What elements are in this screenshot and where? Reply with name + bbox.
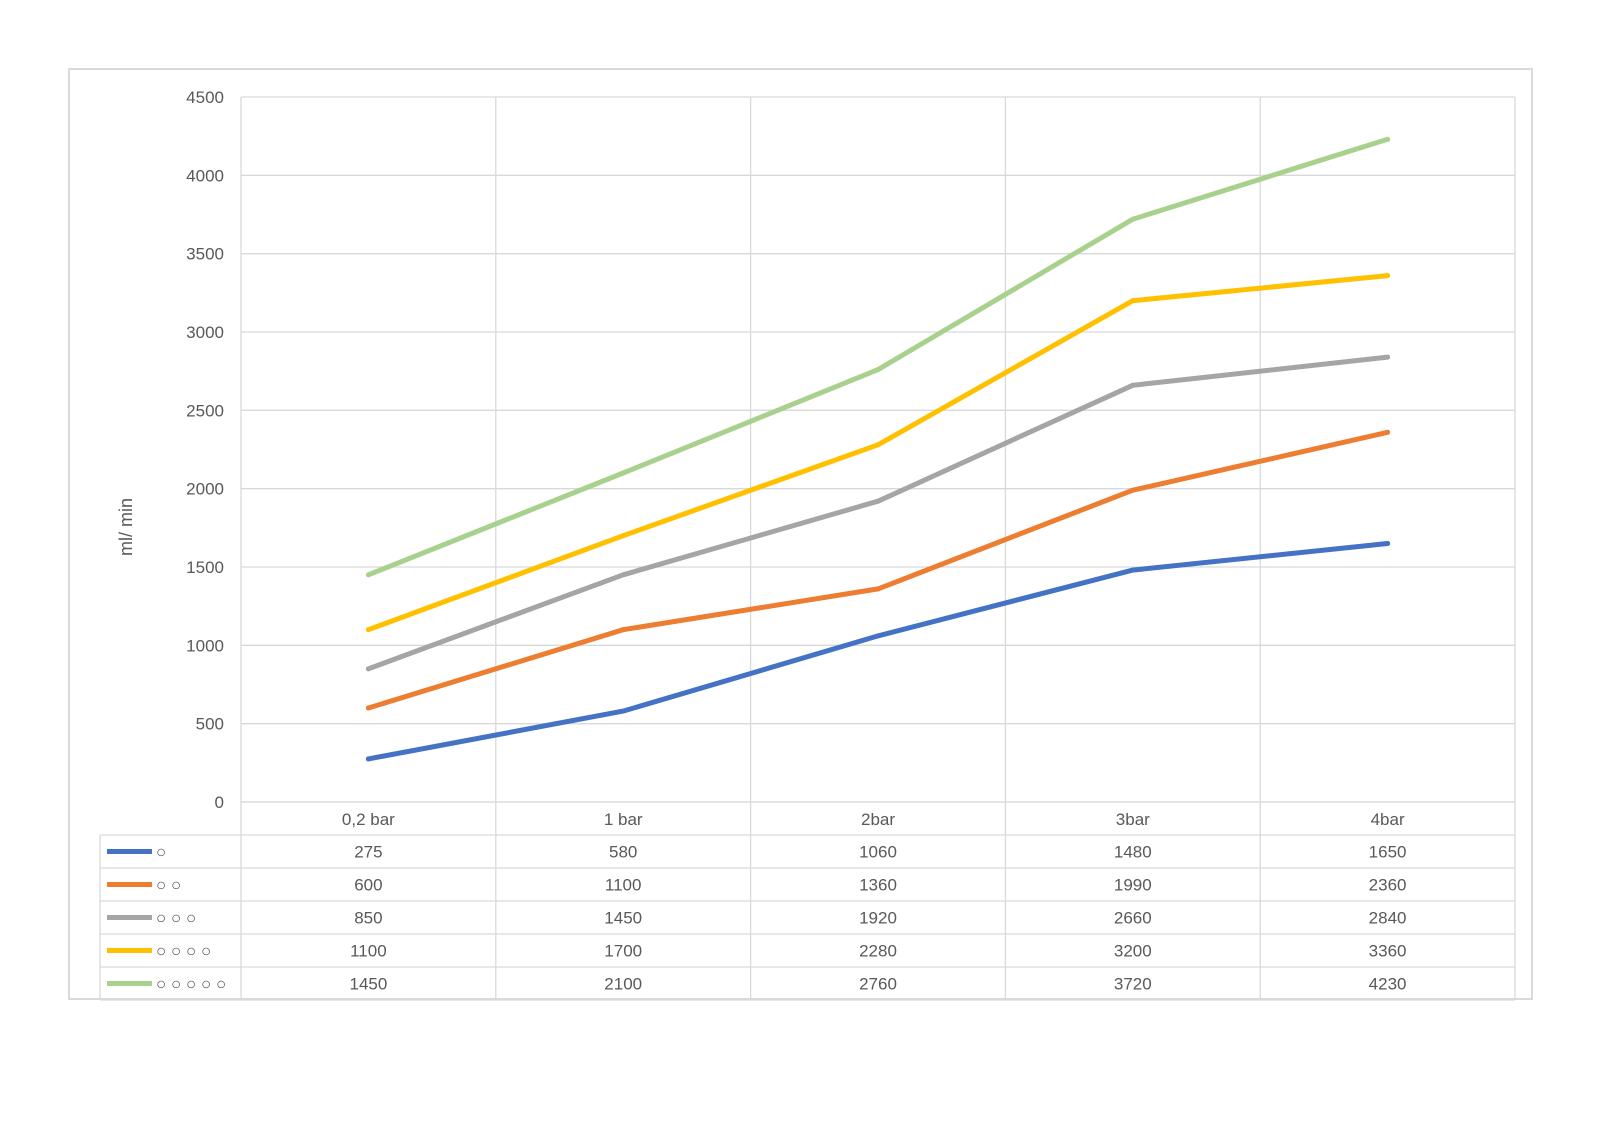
data-point bbox=[1130, 216, 1136, 222]
table-cell-value: 275 bbox=[354, 843, 382, 862]
data-point bbox=[875, 498, 881, 504]
data-point bbox=[1385, 136, 1391, 142]
data-point bbox=[1130, 487, 1136, 493]
y-tick-label: 2000 bbox=[186, 480, 224, 499]
data-table bbox=[99, 801, 1515, 1001]
category-label: 3bar bbox=[1116, 810, 1150, 829]
table-cell-value: 1650 bbox=[1369, 843, 1407, 862]
table-cell-value: 2760 bbox=[859, 975, 897, 994]
table-cell-value: 2660 bbox=[1114, 909, 1152, 928]
data-point bbox=[620, 470, 626, 476]
data-point bbox=[620, 708, 626, 714]
table-cell-value: 3360 bbox=[1369, 942, 1407, 961]
table-cell-value: 1100 bbox=[350, 942, 387, 961]
data-point bbox=[620, 533, 626, 539]
data-point bbox=[620, 572, 626, 578]
series-line bbox=[365, 136, 1391, 578]
y-tick-label: 4000 bbox=[186, 166, 224, 185]
series-line bbox=[365, 273, 1391, 633]
table-cell-value: 580 bbox=[609, 843, 637, 862]
data-point bbox=[875, 633, 881, 639]
table-cell-value: 3200 bbox=[1114, 942, 1152, 961]
data-point bbox=[365, 627, 371, 633]
y-tick-label: 1000 bbox=[186, 636, 224, 655]
table-cell-value: 4230 bbox=[1369, 975, 1407, 994]
y-tick-label: 2500 bbox=[186, 401, 224, 420]
table-cell-value: 2360 bbox=[1369, 876, 1407, 895]
legend-series-name: ○ ○ ○ ○ ○ bbox=[156, 975, 226, 994]
legend-series-name: ○ ○ ○ bbox=[156, 909, 196, 928]
y-tick-label: 4500 bbox=[186, 88, 224, 107]
legend-series-name: ○ ○ ○ ○ bbox=[156, 942, 211, 961]
table-cell-value: 600 bbox=[354, 876, 382, 895]
table-cell-value: 1360 bbox=[859, 876, 897, 895]
data-point bbox=[1385, 541, 1391, 546]
table-cell-value: 1700 bbox=[604, 942, 642, 961]
data-point bbox=[1385, 354, 1391, 360]
y-tick-label: 500 bbox=[196, 715, 224, 734]
data-point bbox=[1130, 298, 1136, 304]
y-axis-title: ml/ min bbox=[116, 498, 136, 556]
table-cell-value: 850 bbox=[354, 909, 382, 928]
data-point bbox=[1130, 567, 1136, 573]
data-point bbox=[1130, 382, 1136, 388]
y-tick-label: 1500 bbox=[186, 558, 224, 577]
data-point bbox=[365, 705, 371, 711]
series-lines bbox=[365, 136, 1391, 762]
table-cell-value: 2840 bbox=[1369, 909, 1407, 928]
table-cell-value: 2100 bbox=[604, 975, 642, 994]
data-point bbox=[620, 627, 626, 633]
table-cell-value: 1920 bbox=[859, 909, 897, 928]
table-cell-value: 1450 bbox=[604, 909, 642, 928]
category-label: 4bar bbox=[1371, 810, 1405, 829]
table-cell-value: 1060 bbox=[859, 843, 897, 862]
data-point bbox=[365, 572, 371, 578]
series-line bbox=[365, 429, 1391, 711]
legend-series-name: ○ ○ bbox=[156, 876, 181, 895]
table-cell-value: 1100 bbox=[605, 876, 642, 895]
table-cell-value: 1480 bbox=[1114, 843, 1152, 862]
table-cell-value: 3720 bbox=[1114, 975, 1152, 994]
labels: 0 500 1000 1500 2000 2500 3000 3500 4000 4500 0,2 … bbox=[156, 88, 1407, 994]
table-cell-value: 1990 bbox=[1114, 876, 1152, 895]
chart-frame bbox=[68, 68, 1533, 1000]
y-tick-label: 0 bbox=[215, 793, 224, 812]
data-point bbox=[875, 367, 881, 373]
y-tick-label: 3500 bbox=[186, 245, 224, 264]
data-point bbox=[365, 756, 371, 762]
category-label: 0,2 bar bbox=[342, 810, 395, 829]
data-point bbox=[365, 666, 371, 672]
data-point bbox=[875, 442, 881, 448]
y-tick-label: 3000 bbox=[186, 323, 224, 342]
data-point bbox=[1385, 273, 1391, 279]
category-label: 1 bar bbox=[604, 810, 643, 829]
data-point bbox=[875, 586, 881, 592]
legend-series-name: ○ bbox=[156, 843, 166, 862]
category-label: 2bar bbox=[861, 810, 895, 829]
table-cell-value: 1450 bbox=[349, 975, 387, 994]
data-point bbox=[1385, 429, 1391, 435]
table-cell-value: 2280 bbox=[859, 942, 897, 961]
